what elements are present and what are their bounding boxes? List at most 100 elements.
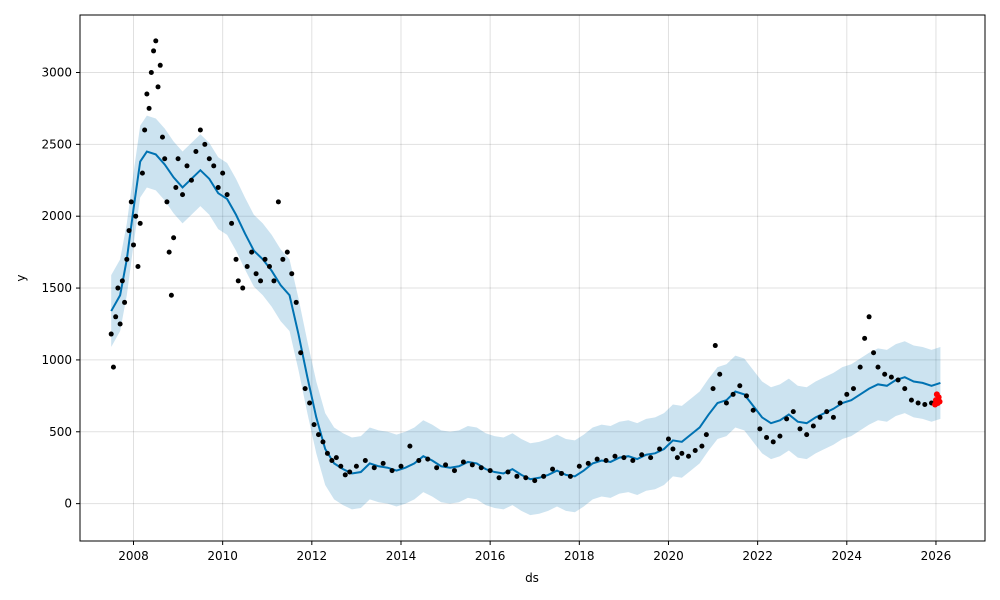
observed-point <box>235 278 241 284</box>
observed-point <box>612 453 618 459</box>
observed-point <box>338 463 344 469</box>
observed-point <box>871 350 877 356</box>
observed-point <box>142 127 148 133</box>
observed-point <box>151 48 157 54</box>
observed-point <box>730 391 736 397</box>
observed-point <box>289 271 295 277</box>
observed-point <box>830 414 836 420</box>
observed-point <box>902 386 908 392</box>
observed-point <box>487 468 493 474</box>
x-tick-label: 2018 <box>564 549 595 563</box>
observed-point <box>670 446 676 452</box>
observed-point <box>866 314 872 320</box>
observed-point <box>686 453 692 459</box>
observed-point <box>155 84 161 90</box>
observed-point <box>824 409 830 415</box>
observed-point <box>148 69 154 75</box>
observed-point <box>168 292 174 298</box>
observed-point <box>908 397 914 403</box>
observed-point <box>139 170 145 176</box>
observed-point <box>657 446 663 452</box>
observed-point <box>262 256 268 262</box>
observed-point <box>862 335 868 341</box>
observed-point <box>665 436 671 442</box>
observed-point <box>224 192 230 198</box>
observed-point <box>857 364 863 370</box>
x-tick-label: 2024 <box>832 549 863 563</box>
observed-point <box>108 331 114 337</box>
observed-point <box>407 443 413 449</box>
observed-point <box>679 450 685 456</box>
observed-point <box>850 386 856 392</box>
observed-point <box>115 285 121 291</box>
observed-point <box>137 220 143 226</box>
observed-point <box>541 473 547 479</box>
observed-point <box>603 458 609 464</box>
uncertainty-band <box>111 115 941 516</box>
observed-point <box>124 256 130 262</box>
observed-point <box>135 264 141 270</box>
observed-point <box>342 472 348 478</box>
observed-point <box>692 447 698 453</box>
observed-point <box>460 459 466 465</box>
observed-point <box>723 400 729 406</box>
observed-point <box>249 249 255 255</box>
observed-point <box>737 383 743 389</box>
x-tick-label: 2010 <box>207 549 238 563</box>
observed-point <box>333 455 339 461</box>
forecast-line-group <box>110 150 941 481</box>
observed-point <box>505 469 511 475</box>
observed-point <box>157 62 163 68</box>
observed-point <box>550 466 556 472</box>
observed-point <box>180 192 186 198</box>
observed-point <box>594 456 600 462</box>
x-tick-label: 2012 <box>297 549 328 563</box>
observed-point <box>784 416 790 422</box>
observed-point <box>717 371 723 377</box>
recent-actual-point <box>936 398 943 405</box>
observed-point <box>307 400 313 406</box>
observed-point <box>777 433 783 439</box>
observed-point <box>585 460 591 466</box>
observed-point <box>922 401 928 407</box>
observed-point <box>311 422 317 428</box>
observed-point <box>514 473 520 479</box>
x-tick-label: 2016 <box>475 549 506 563</box>
observed-point <box>253 271 259 277</box>
observed-point <box>398 463 404 469</box>
observed-point <box>371 465 377 471</box>
observed-point <box>674 455 680 461</box>
observed-point <box>324 450 330 456</box>
observed-point <box>113 314 119 320</box>
observed-point <box>215 184 221 190</box>
observed-point <box>122 299 128 305</box>
observed-point <box>630 458 636 464</box>
observed-point <box>166 249 172 255</box>
forecast-line <box>110 150 941 481</box>
observed-point <box>523 475 529 481</box>
observed-point <box>119 278 125 284</box>
observed-point <box>293 299 299 305</box>
observed-point <box>389 468 395 474</box>
y-tick-label: 3000 <box>41 65 72 79</box>
observed-point <box>280 256 286 262</box>
observed-point <box>130 242 136 248</box>
recent-actual-points <box>932 391 943 408</box>
y-axis-title: y <box>14 274 28 281</box>
observed-point <box>757 426 763 432</box>
observed-point <box>320 439 326 445</box>
x-tick-label: 2008 <box>118 549 149 563</box>
y-tick-label: 2000 <box>41 209 72 223</box>
observed-point <box>743 393 749 399</box>
y-tick-label: 0 <box>64 497 72 511</box>
y-axis-ticks: 0 500 1000 1500 2000 2500 3000 <box>41 65 80 511</box>
observed-point <box>144 91 150 97</box>
observed-point <box>710 386 716 392</box>
plot-frame <box>79 14 986 542</box>
uncertainty-band-area <box>111 115 941 516</box>
observed-point <box>164 199 170 205</box>
observed-point <box>316 432 322 438</box>
observed-point <box>764 435 770 441</box>
observed-point <box>567 473 573 479</box>
